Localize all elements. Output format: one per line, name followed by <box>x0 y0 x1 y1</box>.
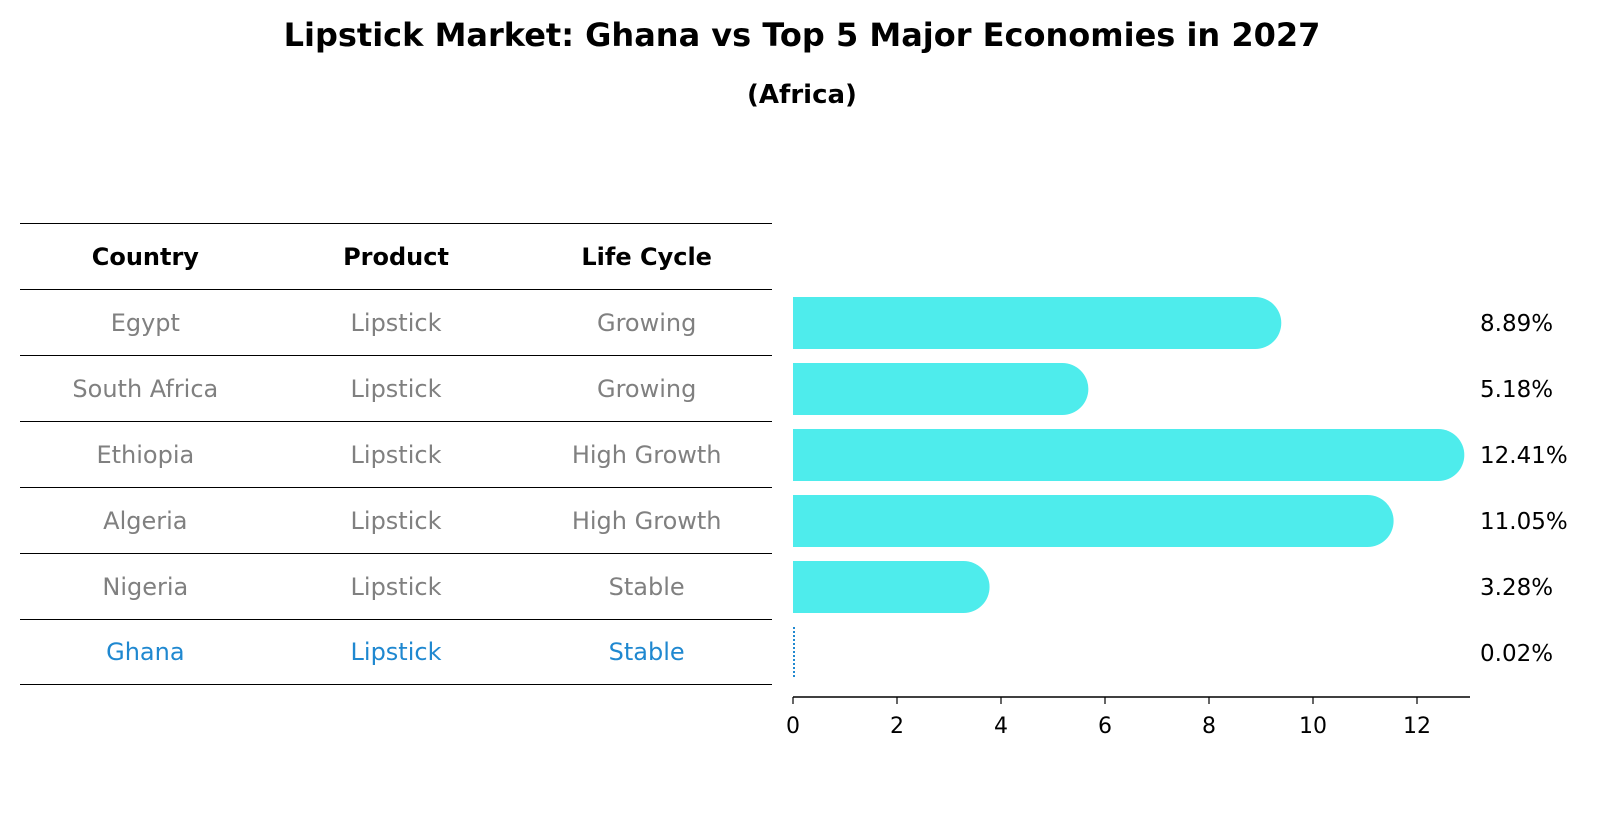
cell-product: Lipstick <box>350 506 442 535</box>
header-country: Country <box>91 242 199 271</box>
country-table: Country Product Life Cycle Egypt Lipstic… <box>20 223 772 685</box>
table-row: South Africa Lipstick Growing <box>20 355 772 421</box>
cell-country: Ghana <box>106 638 185 666</box>
table-row: Ethiopia Lipstick High Growth <box>20 421 772 487</box>
cell-product: Lipstick <box>350 440 442 469</box>
cell-life-cycle: Stable <box>608 572 685 601</box>
x-tick-label: 8 <box>1202 714 1216 739</box>
bar-south-africa <box>793 363 1089 415</box>
table-row: Nigeria Lipstick Stable <box>20 553 772 619</box>
value-label: 8.89% <box>1480 311 1553 337</box>
table-row: Egypt Lipstick Growing <box>20 289 772 355</box>
chart-subtitle: (Africa) <box>747 80 857 110</box>
cell-life-cycle: High Growth <box>571 506 722 535</box>
x-tick-label: 10 <box>1299 714 1327 739</box>
table-header-row: Country Product Life Cycle <box>20 223 772 289</box>
cell-life-cycle: Stable <box>608 638 685 666</box>
bar-egypt <box>793 297 1282 349</box>
x-tick-label: 2 <box>890 714 904 739</box>
cell-product: Lipstick <box>350 572 442 601</box>
cell-country: Nigeria <box>102 572 189 601</box>
header-product: Product <box>343 242 449 271</box>
cell-country: Ethiopia <box>96 440 195 469</box>
cell-life-cycle: High Growth <box>571 440 722 469</box>
bar-algeria <box>793 495 1394 547</box>
x-tick-label: 0 <box>786 714 800 739</box>
cell-product: Lipstick <box>350 308 442 337</box>
value-label: 11.05% <box>1480 509 1568 535</box>
cell-product: Lipstick <box>350 638 442 666</box>
cell-country: South Africa <box>72 374 219 403</box>
x-tick-label: 4 <box>994 714 1008 739</box>
cell-life-cycle: Growing <box>596 374 697 403</box>
x-tick-label: 12 <box>1403 714 1431 739</box>
chart-title: Lipstick Market: Ghana vs Top 5 Major Ec… <box>283 16 1321 54</box>
header-life-cycle: Life Cycle <box>581 242 712 271</box>
value-label: 12.41% <box>1480 443 1568 469</box>
table-row: Algeria Lipstick High Growth <box>20 487 772 553</box>
value-label: 0.02% <box>1480 641 1553 667</box>
value-label: 5.18% <box>1480 377 1553 403</box>
bar-nigeria <box>793 561 990 613</box>
bar-ethiopia <box>793 429 1465 481</box>
cell-country: Egypt <box>110 308 180 337</box>
cell-life-cycle: Growing <box>596 308 697 337</box>
x-tick-label: 6 <box>1098 714 1112 739</box>
cell-country: Algeria <box>103 506 188 535</box>
value-label: 3.28% <box>1480 575 1553 601</box>
cell-product: Lipstick <box>350 374 442 403</box>
table-row-highlighted: Ghana Lipstick Stable <box>20 619 772 685</box>
